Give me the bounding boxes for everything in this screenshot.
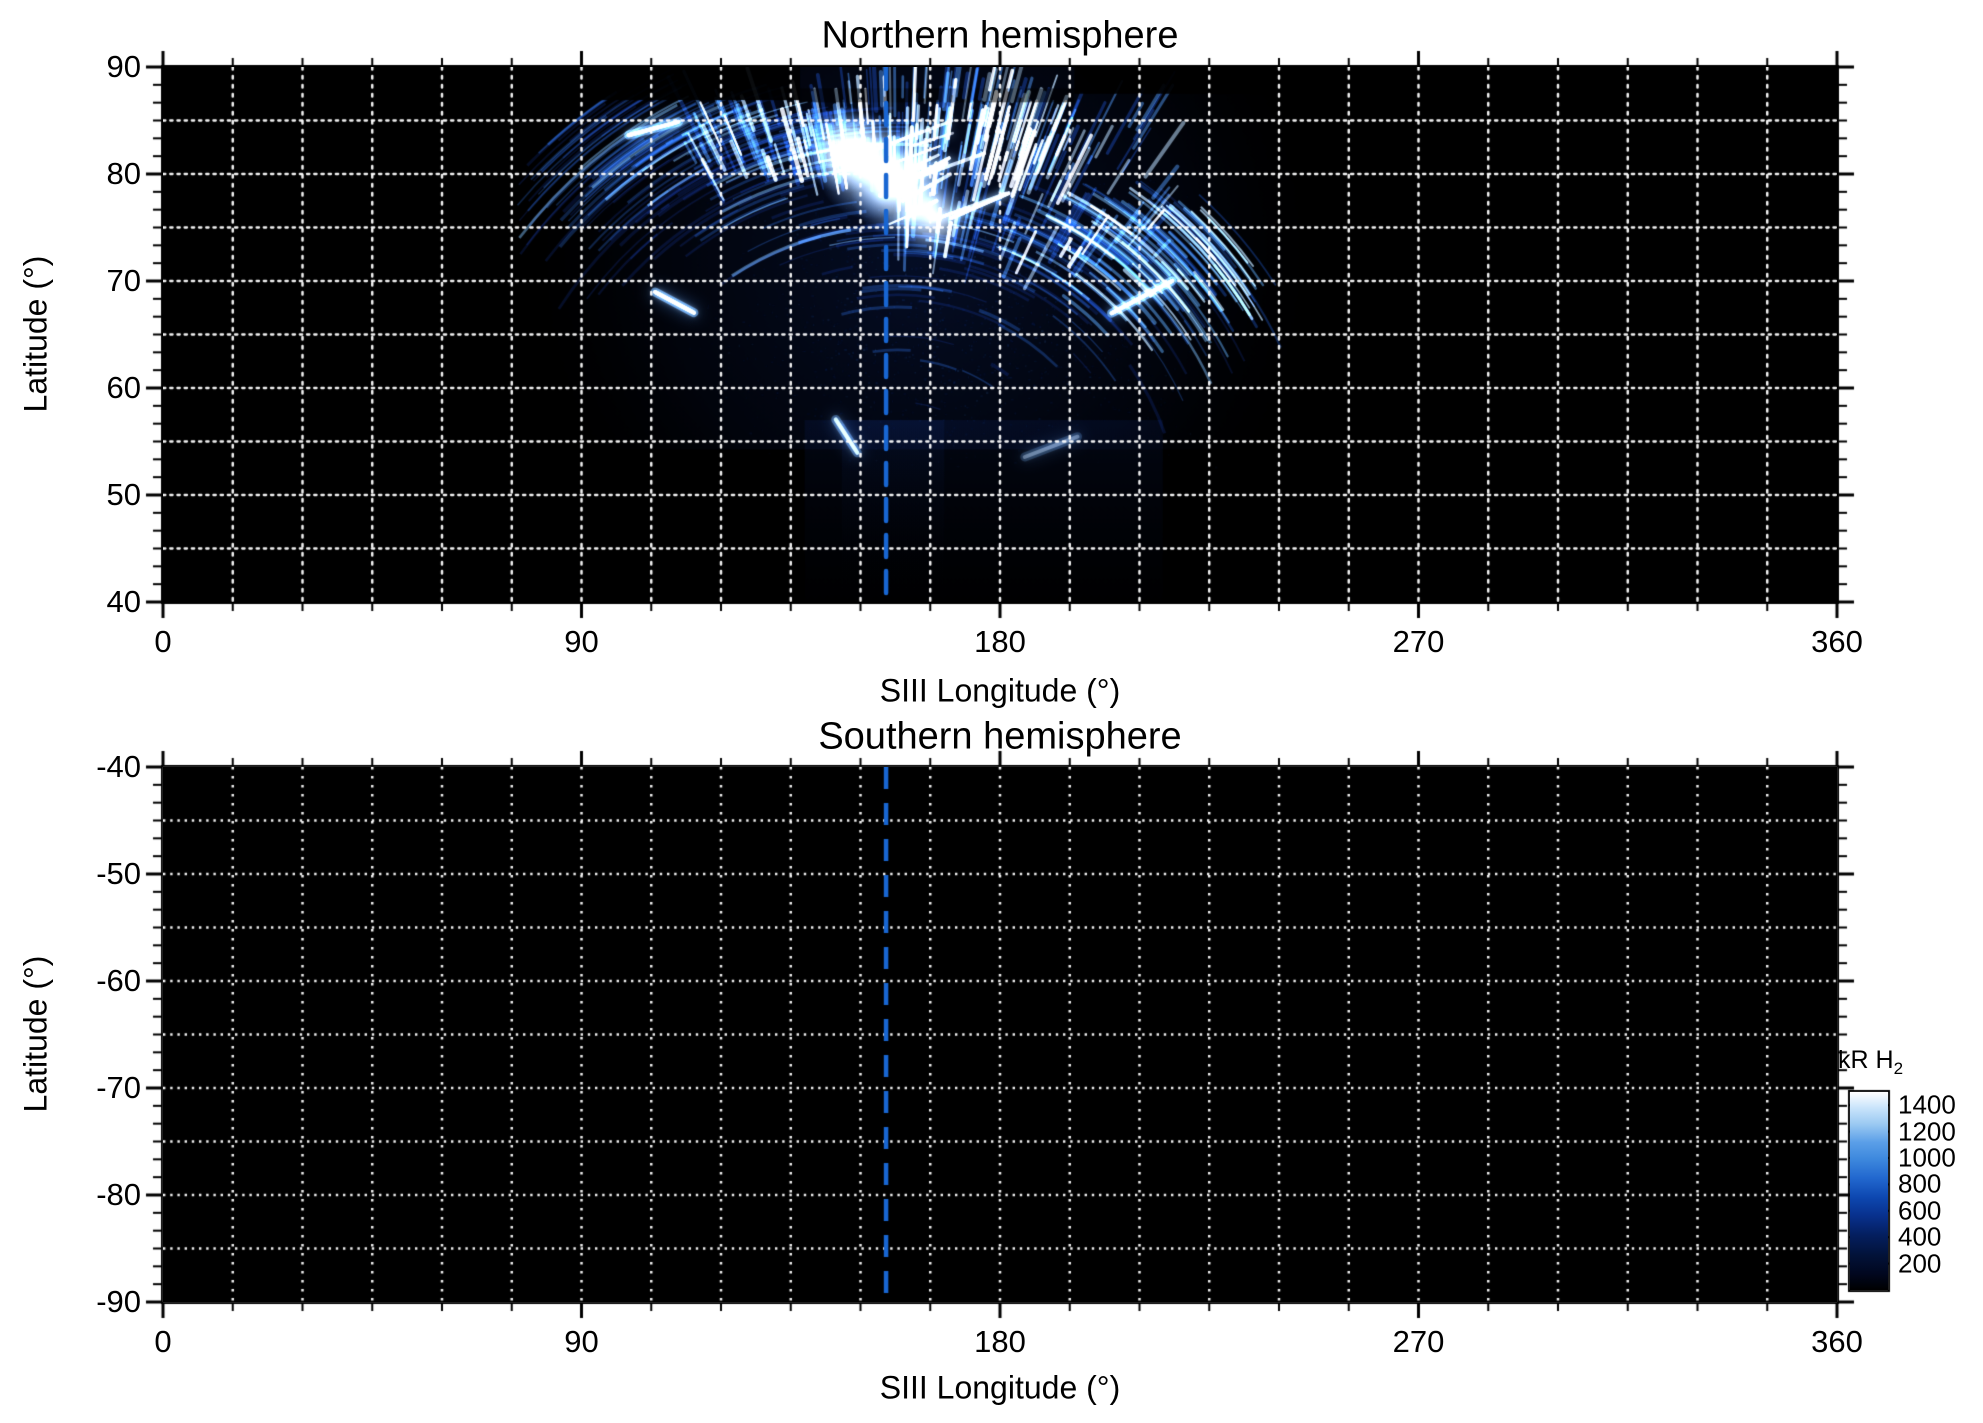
north-heatmap-canvas: [163, 67, 1837, 602]
y-tick-label: -60: [96, 963, 141, 998]
x-tick-label: 0: [154, 624, 172, 659]
colorbar-tick-label: 600: [1898, 1195, 1942, 1226]
y-tick-label: 60: [106, 370, 141, 405]
colorbar-tick-label: 400: [1898, 1221, 1942, 1252]
y-tick-label: 90: [106, 49, 141, 84]
south-y-axis-label: Latitude (°): [17, 955, 54, 1113]
y-tick-label: 70: [106, 263, 141, 298]
x-tick-label: 270: [1392, 624, 1445, 659]
colorbar-tick-label: 1400: [1898, 1089, 1956, 1120]
x-tick-label: 360: [1811, 624, 1863, 659]
y-tick-label: -70: [96, 1070, 141, 1105]
colorbar-title-text: kR H: [1838, 1046, 1894, 1074]
north-y-axis-label: Latitude (°): [17, 255, 54, 413]
north-panel-title: Northern hemisphere: [821, 14, 1179, 57]
y-tick-label: 50: [106, 477, 141, 512]
y-tick-label: -90: [96, 1284, 141, 1319]
colorbar-title-subscript: 2: [1893, 1059, 1904, 1078]
y-tick-label: 80: [106, 156, 141, 191]
x-tick-label: 270: [1392, 1324, 1445, 1359]
south-panel-title: Southern hemisphere: [818, 715, 1182, 758]
colorbar-gradient: [1850, 1092, 1888, 1290]
colorbar-tick-label: 1200: [1898, 1116, 1956, 1147]
colorbar-title: kR H2: [1838, 1046, 1903, 1079]
colorbar-tick-label: 800: [1898, 1168, 1942, 1199]
north-x-axis-label: SIII Longitude (°): [879, 672, 1121, 709]
y-tick-label: 40: [106, 584, 141, 619]
colorbar-tick-label: 200: [1898, 1248, 1942, 1279]
colorbar-tick-label: 1000: [1898, 1142, 1956, 1173]
x-tick-label: 180: [974, 1324, 1026, 1359]
x-tick-label: 0: [154, 1324, 172, 1359]
x-tick-label: 180: [974, 624, 1026, 659]
y-tick-label: -80: [96, 1177, 141, 1212]
x-tick-label: 360: [1811, 1324, 1863, 1359]
south-plot-area: [163, 767, 1837, 1302]
x-tick-label: 90: [564, 624, 599, 659]
south-x-axis-label: SIII Longitude (°): [879, 1369, 1121, 1406]
y-tick-label: -50: [96, 856, 141, 891]
y-tick-label: -40: [96, 749, 141, 784]
north-plot-area: [163, 67, 1837, 602]
south-heatmap-canvas: [163, 767, 1837, 1302]
x-tick-label: 90: [564, 1324, 599, 1359]
